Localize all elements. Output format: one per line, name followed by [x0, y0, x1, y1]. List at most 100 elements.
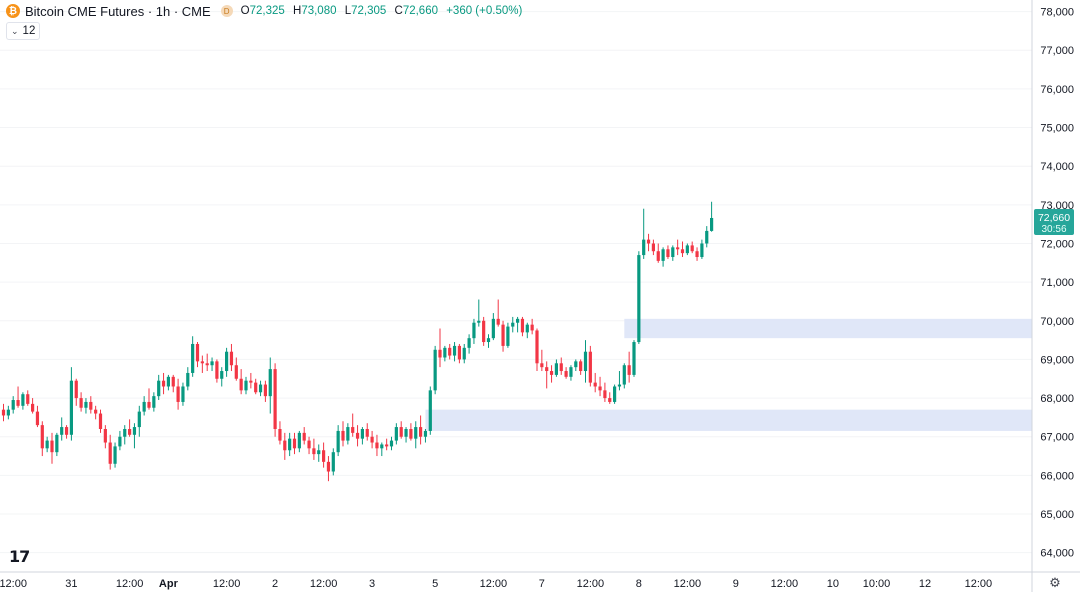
- candle: [220, 371, 224, 379]
- candle: [307, 440, 311, 449]
- candle: [520, 318, 525, 333]
- candle: [21, 394, 25, 406]
- candle: [161, 380, 166, 387]
- x-tick-label: 7: [539, 578, 545, 590]
- candle: [409, 429, 413, 439]
- x-tick-label: 2: [272, 578, 278, 590]
- candle: [443, 347, 447, 358]
- candle: [11, 400, 15, 410]
- candle: [545, 367, 549, 372]
- candle: [79, 398, 83, 408]
- candle: [462, 347, 466, 360]
- candle: [579, 361, 583, 372]
- candle: [583, 351, 588, 372]
- candle: [360, 429, 364, 439]
- candle: [89, 401, 93, 410]
- candle: [142, 401, 146, 412]
- candle: [103, 429, 107, 443]
- tradingview-logo[interactable]: 17: [9, 547, 30, 566]
- candle: [622, 365, 626, 385]
- candle: [705, 230, 709, 244]
- candle: [215, 361, 219, 379]
- candle: [244, 380, 248, 391]
- candle: [35, 411, 40, 426]
- candle: [491, 318, 495, 339]
- candle: [598, 386, 602, 391]
- candle: [680, 249, 685, 254]
- candle: [113, 446, 117, 464]
- candle: [336, 430, 340, 453]
- candle: [588, 351, 592, 383]
- candle: [457, 345, 461, 360]
- candle: [700, 243, 704, 258]
- candle: [419, 427, 423, 437]
- candle: [16, 400, 20, 406]
- x-tick-label: 12:00: [480, 578, 508, 590]
- candle: [690, 245, 694, 252]
- candle: [428, 390, 432, 431]
- symbol-title[interactable]: Bitcoin CME Futures · 1h · CME: [25, 3, 211, 19]
- candle: [50, 440, 54, 453]
- gear-icon[interactable]: ⚙: [1049, 575, 1061, 590]
- candle: [404, 429, 408, 437]
- x-tick-label: 10:00: [863, 578, 891, 590]
- candle: [157, 380, 161, 397]
- x-tick-label: 12:00: [674, 578, 702, 590]
- candle: [375, 442, 379, 449]
- candle: [593, 382, 597, 387]
- candle: [98, 413, 103, 429]
- candle: [40, 425, 44, 449]
- candle: [370, 436, 374, 443]
- candle: [525, 324, 529, 333]
- candle: [132, 427, 137, 435]
- candle: [239, 378, 243, 391]
- candle: [6, 409, 10, 416]
- y-tick-label: 72,000: [1040, 238, 1074, 250]
- candle: [661, 249, 665, 261]
- open-value: 72,325: [249, 5, 285, 17]
- x-tick-label: 31: [65, 578, 77, 590]
- x-tick-label: Apr: [159, 578, 179, 590]
- indicator-collapse-toggle[interactable]: ⌄ 12: [6, 22, 41, 40]
- candle: [501, 324, 505, 346]
- x-tick-label: 12:00: [0, 578, 27, 590]
- ohlc-values: O72,325 H73,080 L72,305 C72,660 +360 (+0…: [240, 5, 523, 17]
- y-tick-label: 75,000: [1040, 123, 1074, 135]
- candle: [433, 349, 437, 391]
- candle: [346, 427, 350, 441]
- candle: [676, 247, 680, 250]
- candle: [74, 380, 78, 399]
- candle: [554, 363, 558, 375]
- x-tick-label: 12:00: [310, 578, 338, 590]
- delayed-badge[interactable]: D: [220, 5, 233, 17]
- candle: [341, 430, 345, 441]
- candle: [171, 376, 175, 387]
- y-tick-label: 65,000: [1040, 509, 1074, 521]
- candle: [438, 349, 442, 358]
- candle: [549, 371, 554, 375]
- candle: [642, 239, 646, 256]
- candle: [603, 390, 607, 399]
- candle: [176, 386, 180, 402]
- x-tick-label: 5: [432, 578, 438, 590]
- candle: [559, 363, 563, 372]
- candle: [94, 409, 98, 414]
- candle: [414, 427, 418, 439]
- x-tick-label: 12:00: [577, 578, 605, 590]
- bar-countdown-label: 30:56: [1041, 224, 1066, 235]
- candle: [617, 384, 622, 387]
- x-tick-label: 9: [733, 578, 739, 590]
- y-tick-label: 67,000: [1040, 432, 1074, 444]
- x-tick-label: 12:00: [213, 578, 241, 590]
- candle: [423, 430, 428, 437]
- y-tick-label: 76,000: [1040, 84, 1074, 96]
- current-price-label: 72,660: [1038, 212, 1070, 224]
- candle: [467, 338, 471, 348]
- candle: [234, 365, 238, 379]
- candle: [60, 427, 64, 435]
- candle: [632, 342, 636, 375]
- y-tick-label: 78,000: [1040, 7, 1074, 19]
- candle: [147, 401, 151, 408]
- candle: [608, 398, 612, 402]
